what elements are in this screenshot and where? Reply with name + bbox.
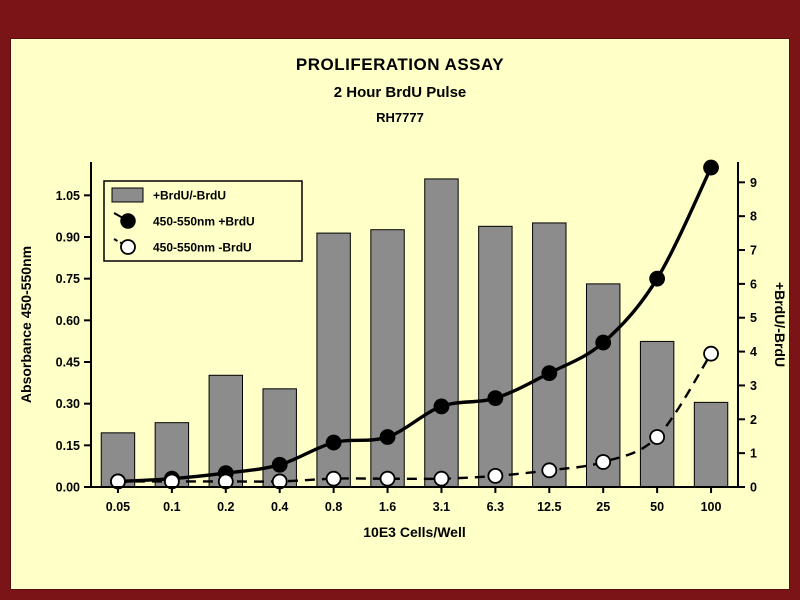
legend-label-plus-brdu: 450-550nm +BrdU	[153, 215, 255, 229]
left-tick-label: 0.45	[56, 356, 80, 370]
chart-panel: PROLIFERATION ASSAY 2 Hour BrdU Pulse RH…	[10, 38, 790, 590]
bar-25	[585, 283, 621, 488]
point-minus-brdu-100	[703, 345, 719, 362]
x-tick-label: 12.5	[537, 500, 561, 514]
left-tick-label: 0.15	[56, 439, 80, 453]
right-tick-label: 8	[750, 210, 757, 224]
left-tick-label: 0.60	[56, 314, 80, 328]
line-series-2	[110, 345, 719, 490]
point-plus-brdu-12.5	[541, 365, 558, 382]
point-minus-brdu-0.8	[325, 470, 342, 487]
x-tick-label: 1.6	[379, 500, 396, 514]
legend-open-circle-swatch	[120, 239, 136, 255]
bar-100	[693, 401, 729, 488]
right-tick-label: 7	[750, 244, 757, 258]
legend: +BrdU/-BrdU 450-550nm +BrdU 450-550nm -Brd…	[103, 180, 303, 262]
chart-title: PROLIFERATION ASSAY	[295, 55, 505, 74]
bar-1.6	[370, 229, 405, 488]
x-tick-label: 0.8	[325, 500, 342, 514]
point-plus-brdu-100	[703, 159, 719, 176]
legend-bar-swatch	[111, 187, 144, 203]
point-minus-brdu-50	[649, 429, 666, 445]
right-axis-title: +BrdU/-BrdU	[772, 282, 788, 367]
right-tick-label: 3	[750, 379, 757, 393]
left-tick-label: 0.75	[56, 272, 80, 286]
left-tick-label: 0.00	[56, 481, 80, 495]
right-tick-label: 6	[750, 277, 757, 291]
chart-canvas: 0.00 0.15 0.30 0.45 0.60 0.75 0.90 1.05 0 1 2 3 4 5 6 7…	[18, 159, 788, 540]
point-minus-brdu-3.1	[433, 470, 450, 487]
point-minus-brdu-25	[595, 454, 612, 470]
legend-label-bars: +BrdU/-BrdU	[153, 189, 226, 203]
x-axis-title: 10E3 Cells/Well	[363, 524, 465, 540]
left-axis-title: Absorbance 450-550nm	[18, 246, 34, 403]
point-plus-brdu-6.3	[487, 390, 504, 407]
legend-label-minus-brdu: 450-550nm -BrdU	[153, 241, 252, 255]
x-tick-label: 6.3	[487, 500, 504, 514]
x-tick-label: 0.1	[163, 500, 180, 514]
x-tick-label: 25	[596, 500, 610, 514]
point-minus-brdu-6.3	[487, 467, 504, 484]
right-tick-label: 2	[750, 413, 757, 427]
point-plus-brdu-0.8	[325, 434, 342, 451]
x-tick-label: 3.1	[433, 500, 450, 514]
bar-50	[639, 340, 675, 488]
bar-12.5	[532, 222, 567, 488]
right-tick-label: 5	[750, 311, 757, 325]
point-plus-brdu-1.6	[379, 429, 396, 445]
point-minus-brdu-1.6	[379, 470, 396, 487]
bar-series	[100, 178, 729, 488]
axes: 0.00 0.15 0.30 0.45 0.60 0.75 0.90 1.05 0 1 2 3 4 5 6 7…	[18, 162, 788, 540]
right-tick-label: 1	[750, 447, 757, 461]
x-tick-label: 50	[650, 500, 664, 514]
cell-line-label: RH7777	[376, 110, 424, 125]
left-tick-label: 0.30	[56, 397, 80, 411]
point-plus-brdu-50	[649, 270, 666, 287]
right-tick-label: 0	[750, 481, 757, 495]
point-plus-brdu-0.4	[271, 456, 288, 473]
x-tick-label: 0.4	[271, 500, 288, 514]
bar-3.1	[424, 178, 459, 488]
bar-0.2	[208, 374, 244, 488]
x-tick-label: 0.2	[217, 500, 234, 514]
left-tick-label: 0.90	[56, 231, 80, 245]
legend-filled-circle-swatch	[120, 213, 136, 229]
point-plus-brdu-3.1	[433, 398, 450, 415]
point-plus-brdu-25	[595, 334, 612, 351]
right-tick-label: 4	[750, 345, 757, 359]
x-tick-label: 100	[701, 500, 722, 514]
chart-subtitle: 2 Hour BrdU Pulse	[333, 84, 467, 101]
x-tick-label: 0.05	[106, 500, 130, 514]
line-dashed	[117, 353, 713, 483]
point-minus-brdu-12.5	[541, 462, 558, 479]
bar-6.3	[478, 225, 513, 488]
right-tick-label: 9	[750, 176, 757, 190]
chart-header: PROLIFERATION ASSAY 2 Hour BrdU Pulse RH…	[11, 39, 789, 125]
left-tick-label: 1.05	[56, 189, 80, 203]
